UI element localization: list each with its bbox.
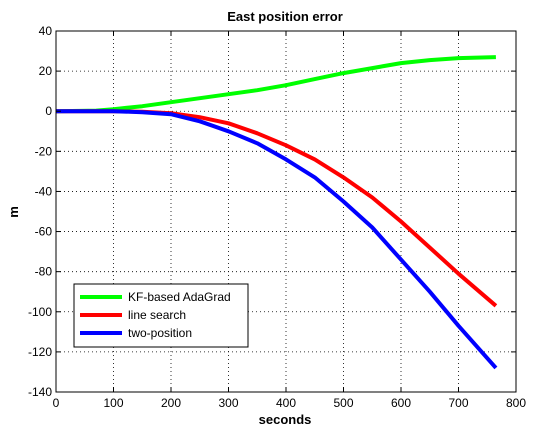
x-axis-label: seconds <box>259 412 312 427</box>
legend-label: line search <box>128 308 186 322</box>
legend-label: KF-based AdaGrad <box>128 290 231 304</box>
x-tick-label: 100 <box>103 396 123 410</box>
y-tick-label: -20 <box>35 144 53 158</box>
x-tick-label: 300 <box>218 396 238 410</box>
x-tick-label: 500 <box>333 396 353 410</box>
y-tick-label: -140 <box>28 385 52 399</box>
series-line-two-position <box>56 109 498 370</box>
y-axis-ticks: 40 20 0 -20 -40 -60 -80 -100 -120 -140 <box>28 24 516 399</box>
y-tick-label: 20 <box>39 64 53 78</box>
x-tick-label: 700 <box>448 396 468 410</box>
y-tick-label: -40 <box>35 184 53 198</box>
chart-title: East position error <box>227 9 343 24</box>
x-tick-label: 200 <box>161 396 181 410</box>
x-tick-label: 600 <box>391 396 411 410</box>
x-tick-label: 0 <box>53 396 60 410</box>
y-tick-label: -60 <box>35 225 53 239</box>
y-tick-label: -100 <box>28 305 52 319</box>
y-tick-label: -80 <box>35 265 53 279</box>
legend-label: two-position <box>128 326 192 340</box>
x-tick-label: 800 <box>506 396 526 410</box>
y-tick-label: 40 <box>39 24 53 38</box>
series-line-kf-based-adagrad <box>55 55 496 114</box>
y-tick-label: 0 <box>45 104 52 118</box>
series-line-line-search <box>56 109 498 308</box>
y-axis-label: m <box>6 206 21 218</box>
y-tick-label: -120 <box>28 345 52 359</box>
x-axis-ticks: 0 100 200 300 400 500 600 700 800 <box>53 31 526 410</box>
legend: KF-based AdaGrad line search two-position <box>73 283 249 348</box>
plot-lines <box>55 55 498 370</box>
x-tick-label: 400 <box>276 396 296 410</box>
